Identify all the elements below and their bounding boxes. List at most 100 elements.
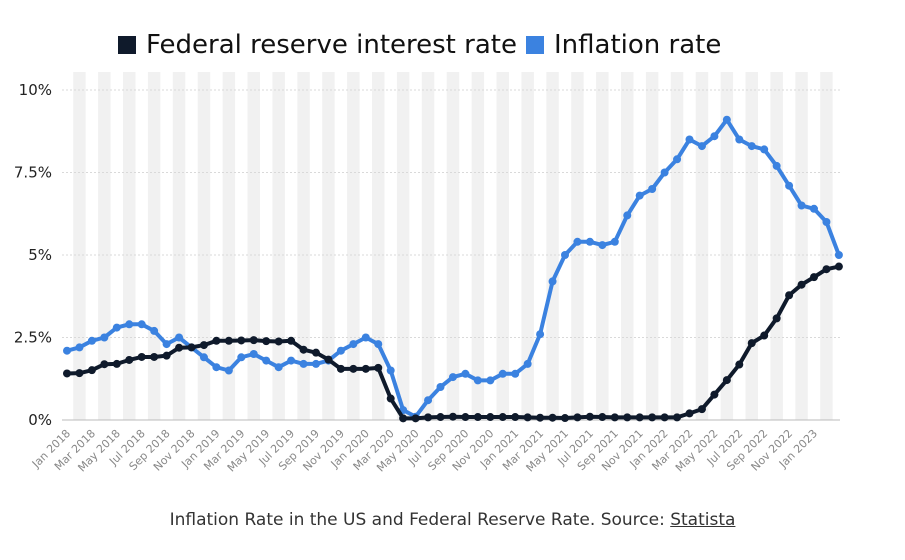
y-tick-label: 0% — [28, 411, 52, 429]
inflation-point — [249, 350, 258, 358]
fed-point — [598, 413, 607, 422]
fed-point — [299, 345, 308, 354]
fed-point — [610, 413, 619, 422]
inflation-point — [212, 363, 221, 372]
fed-point — [399, 414, 408, 423]
fed-point — [673, 413, 682, 422]
legend-label-inflation: Inflation rate — [554, 30, 722, 60]
legend-label-fed: Federal reserve interest rate — [146, 30, 517, 60]
inflation-point — [673, 155, 682, 164]
background-band — [670, 72, 684, 420]
fed-point — [224, 336, 233, 345]
background-band — [347, 72, 360, 420]
inflation-point — [585, 237, 594, 246]
caption-text: Inflation Rate in the US and Federal Res… — [169, 510, 671, 530]
fed-point — [187, 343, 196, 352]
gridlines — [62, 89, 840, 421]
inflation-point — [548, 277, 557, 286]
background-band — [571, 72, 584, 420]
background-band — [471, 72, 485, 420]
inflation-point — [486, 376, 495, 385]
fed-point — [100, 360, 109, 369]
inflation-point — [747, 142, 756, 151]
inflation-point — [610, 237, 619, 246]
inflation-point — [722, 115, 731, 124]
background-bands — [73, 72, 833, 420]
legend: Federal reserve interest rate Inflation … — [0, 30, 905, 66]
inflation-point — [237, 353, 246, 362]
y-tick-label: 2.5% — [14, 329, 52, 347]
inflation-point — [772, 161, 781, 170]
fed-point — [63, 369, 71, 378]
background-band — [123, 72, 136, 420]
fed-point — [585, 412, 594, 421]
inflation-point — [623, 211, 632, 220]
inflation-point — [710, 132, 719, 141]
fed-series — [63, 262, 843, 423]
inflation-point — [523, 359, 532, 368]
inflation-point — [336, 346, 345, 355]
inflation-point — [635, 191, 644, 200]
fed-point — [523, 413, 532, 422]
inflation-point — [834, 251, 843, 259]
background-band — [372, 72, 385, 420]
y-tick-label: 10% — [19, 81, 52, 99]
fed-point — [386, 394, 395, 403]
inflation-point — [386, 366, 395, 375]
legend-item-inflation[interactable]: Inflation rate — [526, 30, 721, 60]
fed-point — [561, 414, 569, 423]
inflation-point — [75, 343, 84, 352]
fed-point — [735, 360, 744, 369]
fed-point — [461, 413, 470, 422]
background-band — [621, 72, 634, 420]
inflation-point — [810, 204, 818, 213]
fed-point — [249, 336, 258, 345]
inflation-series — [63, 115, 843, 421]
fed-point — [660, 413, 669, 422]
inflation-point — [424, 396, 433, 405]
series-lines — [63, 115, 843, 423]
inflation-point — [87, 336, 96, 345]
fed-point — [548, 413, 557, 422]
background-band — [396, 72, 410, 420]
fed-point — [722, 376, 731, 385]
source-link[interactable]: Statista — [670, 510, 736, 530]
legend-item-fed[interactable]: Federal reserve interest rate — [118, 30, 517, 60]
fed-point — [623, 413, 632, 422]
y-tick-label: 7.5% — [14, 164, 52, 182]
fed-point — [411, 414, 420, 423]
y-tick-label: 5% — [28, 246, 52, 264]
fed-point — [797, 280, 806, 289]
chart-caption: Inflation Rate in the US and Federal Res… — [0, 510, 905, 530]
inflation-point — [199, 353, 208, 362]
inflation-point — [312, 359, 320, 368]
background-band — [745, 72, 758, 420]
inflation-point — [735, 135, 744, 144]
inflation-point — [822, 218, 831, 226]
fed-point — [112, 359, 121, 368]
inflation-point — [112, 323, 121, 332]
background-band — [770, 72, 783, 420]
inflation-point — [797, 201, 806, 210]
fed-point — [237, 336, 246, 345]
fed-point — [448, 412, 457, 421]
fed-point — [212, 336, 221, 345]
inflation-point — [461, 369, 470, 378]
fed-point — [162, 351, 171, 360]
background-band — [147, 72, 161, 420]
fed-point — [312, 348, 320, 357]
fed-point — [772, 314, 781, 323]
inflation-point — [785, 181, 794, 190]
inflation-point — [349, 340, 358, 349]
background-band — [546, 72, 559, 420]
inflation-point — [573, 237, 582, 246]
fed-point — [349, 364, 358, 373]
inflation-point — [262, 356, 271, 365]
background-band — [297, 72, 310, 420]
fed-point — [75, 369, 84, 378]
fed-point — [536, 413, 545, 422]
inflation-point — [63, 346, 71, 355]
inflation-point — [162, 340, 171, 349]
inflation-point — [660, 168, 669, 177]
inflation-point — [685, 135, 694, 144]
